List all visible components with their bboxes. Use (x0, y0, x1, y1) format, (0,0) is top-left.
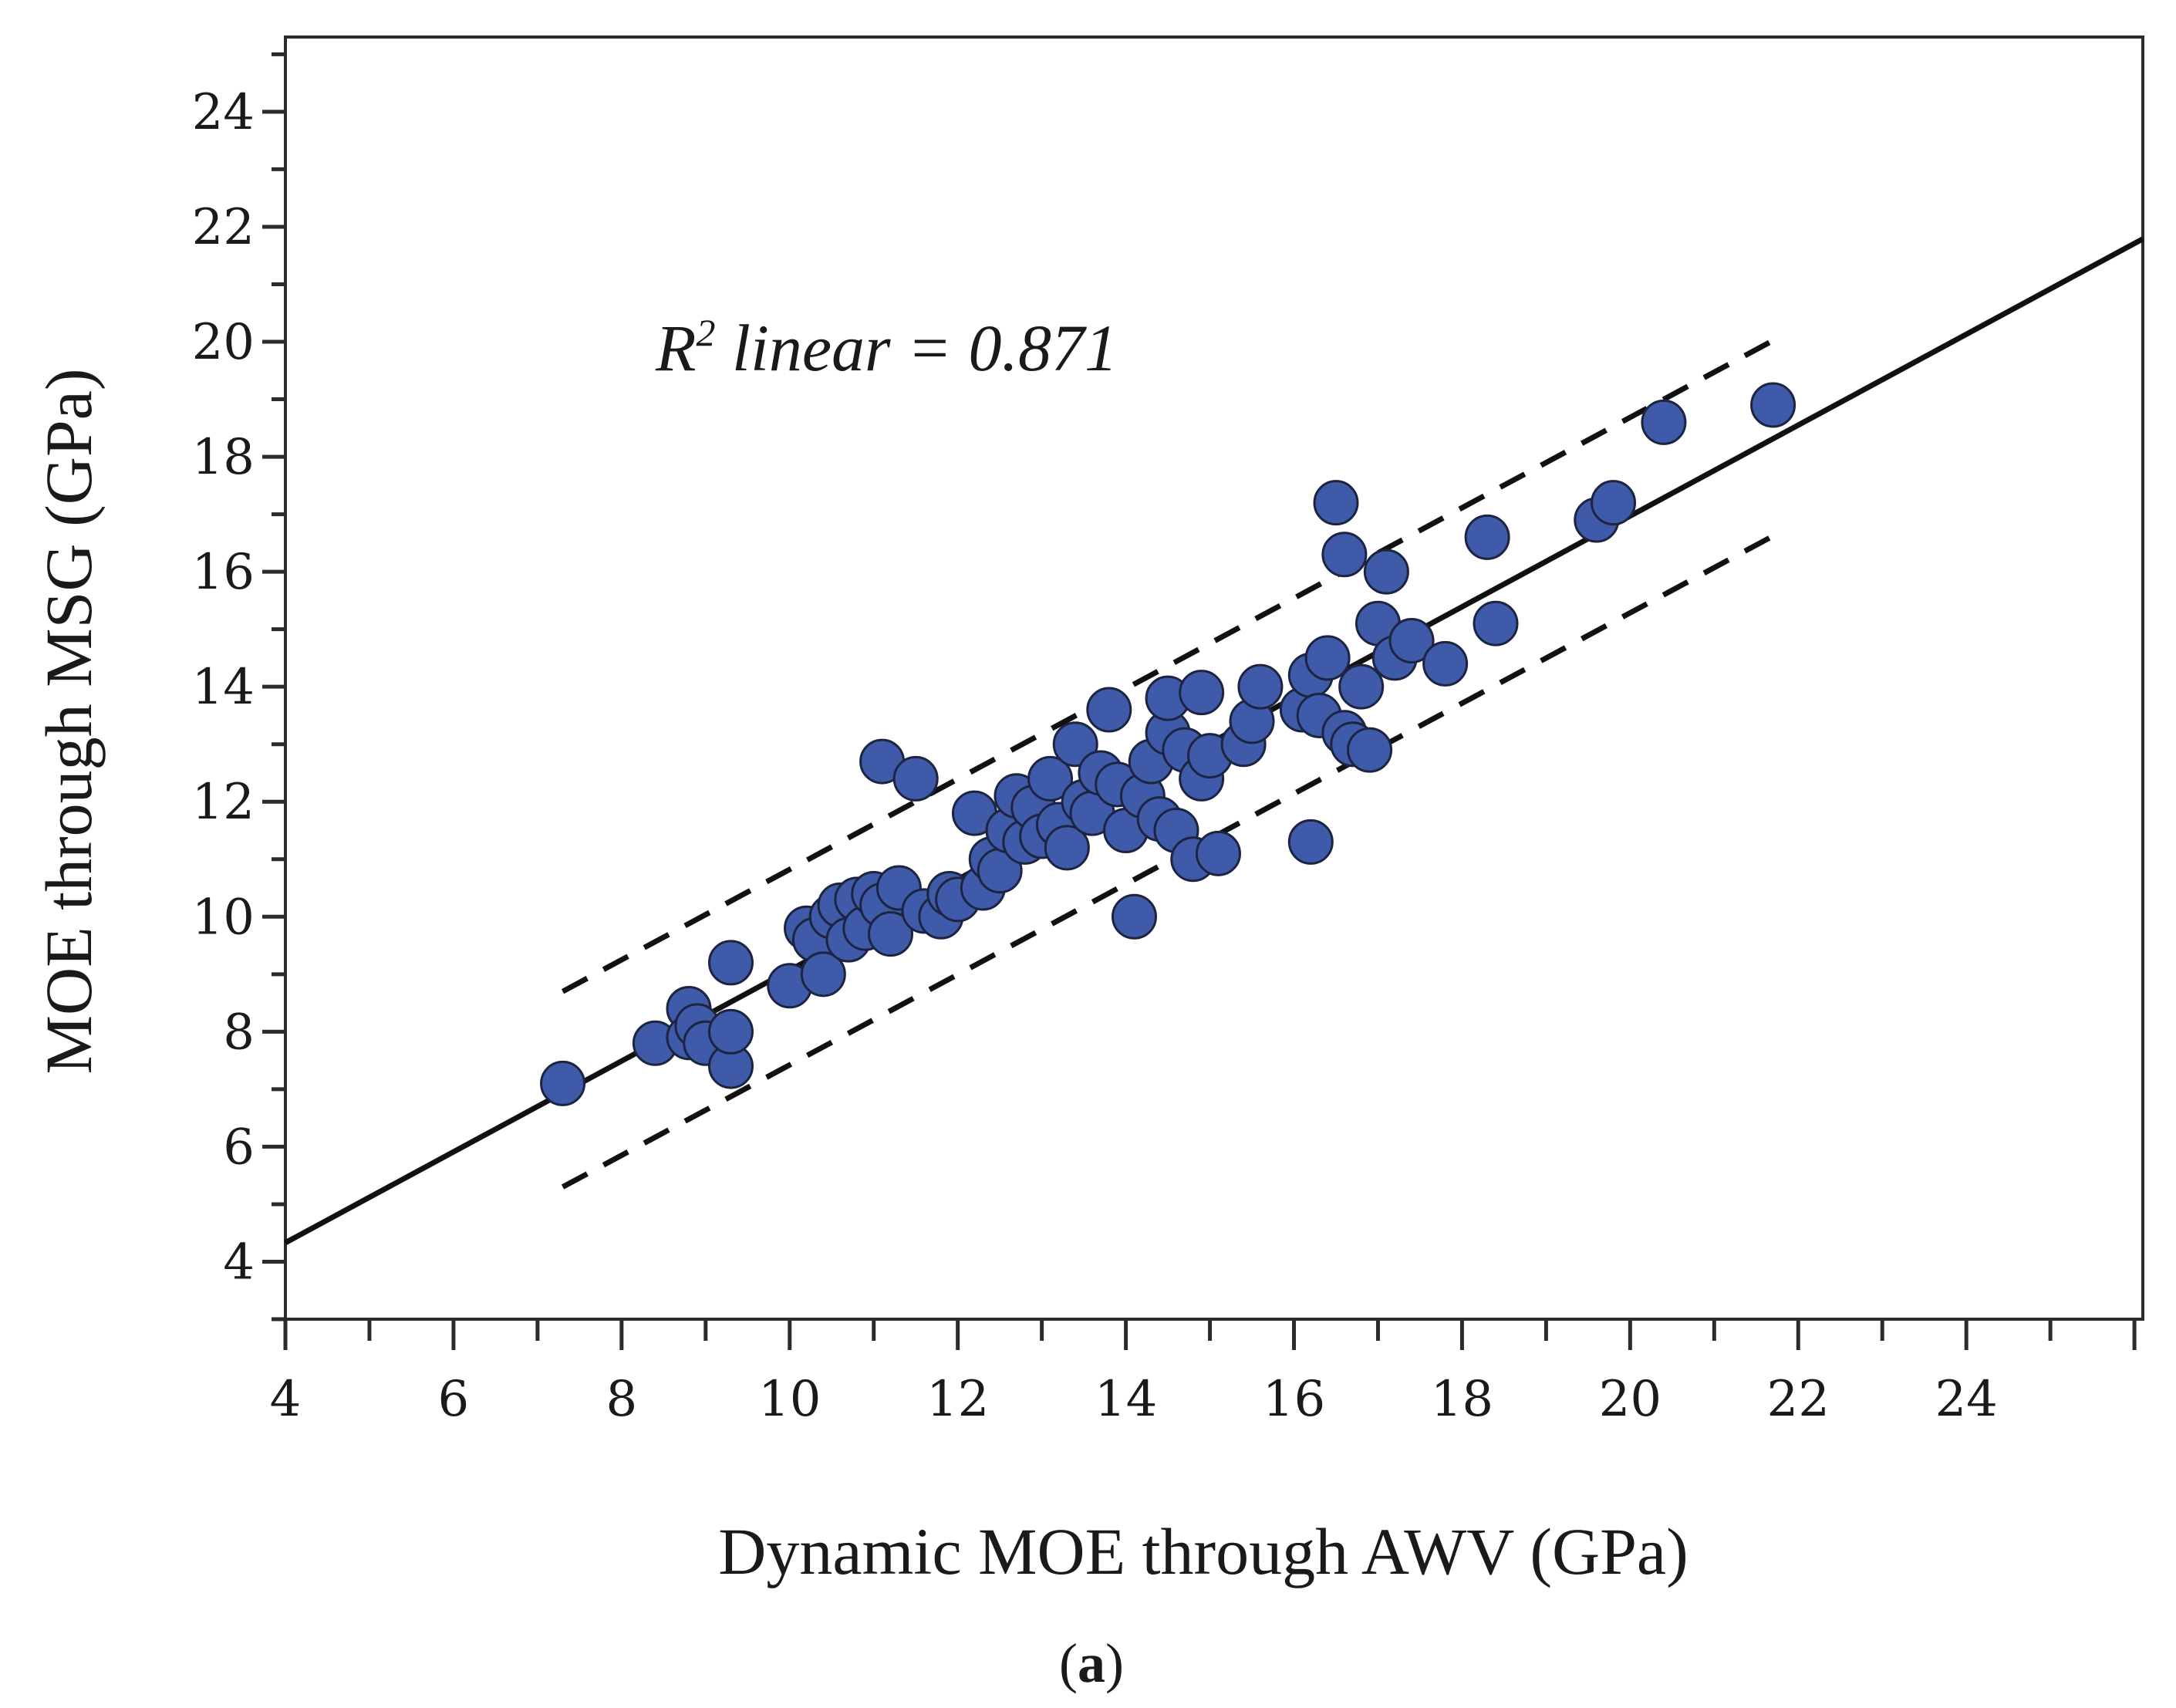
y-tick-label: 8 (223, 1004, 255, 1061)
data-point (800, 951, 846, 997)
y-tick-label: 18 (192, 429, 255, 486)
data-point (1422, 640, 1469, 687)
x-tick-label: 6 (438, 1371, 470, 1428)
data-point (1464, 514, 1510, 560)
confidence-band-upper (561, 333, 1783, 994)
data-point (1750, 382, 1796, 428)
data-points (540, 382, 1796, 1106)
x-tick-label: 8 (606, 1371, 637, 1428)
caption-close-paren: ) (1105, 1632, 1124, 1694)
r-superscript: 2 (697, 311, 716, 354)
y-tick-label: 24 (192, 84, 255, 141)
data-point (540, 1060, 586, 1106)
data-point (1195, 830, 1241, 876)
data-point (1321, 532, 1368, 578)
x-tick-label: 22 (1767, 1371, 1830, 1428)
y-tick-label: 10 (192, 889, 255, 946)
x-tick-label: 12 (926, 1371, 989, 1428)
r-squared-annotation: R2 linear = 0.871 (655, 311, 1118, 385)
data-point (707, 1008, 754, 1055)
y-tick-label: 14 (192, 659, 255, 716)
caption-letter: a (1078, 1632, 1105, 1694)
data-point (1179, 670, 1225, 716)
y-tick-label: 20 (192, 314, 255, 371)
plot-frame (284, 35, 2144, 1321)
y-tick-label: 6 (223, 1119, 255, 1176)
x-tick-label: 24 (1935, 1371, 1997, 1428)
data-point (1052, 721, 1098, 768)
data-point (1313, 480, 1359, 526)
data-point (707, 940, 754, 986)
data-point (1363, 549, 1409, 595)
data-point (868, 911, 914, 957)
x-tick-label: 20 (1599, 1371, 1662, 1428)
data-point (1304, 635, 1351, 681)
caption-open-paren: ( (1059, 1632, 1078, 1694)
r-annotation-text: linear = 0.871 (716, 311, 1118, 385)
data-point (1641, 399, 1687, 445)
y-tick-label: 22 (192, 199, 255, 256)
data-point (1591, 480, 1637, 526)
data-point (1111, 893, 1157, 940)
x-tick-label: 18 (1431, 1371, 1493, 1428)
data-point (892, 755, 939, 802)
data-point (1473, 600, 1519, 646)
data-point (1237, 663, 1284, 710)
x-tick-label: 14 (1095, 1371, 1157, 1428)
x-axis-title: Dynamic MOE through AWV (GPa) (718, 1514, 1688, 1588)
y-tick-label: 16 (192, 544, 255, 601)
x-tick-label: 16 (1263, 1371, 1325, 1428)
axes: 4 6 8 10 12 14 16 18 20 22 24 4 6 8 10 12 14 16 18 20 22 24 (192, 52, 2137, 1428)
data-point (1338, 663, 1385, 710)
data-point (1027, 755, 1074, 802)
x-tick-label: 4 (270, 1371, 302, 1428)
data-point (1287, 819, 1334, 865)
y-tick-label: 4 (223, 1234, 255, 1291)
r-symbol: R (655, 311, 697, 385)
figure-caption: (a) (1059, 1632, 1124, 1694)
x-tick-label: 10 (758, 1371, 821, 1428)
data-point (1388, 618, 1435, 664)
y-tick-label: 12 (192, 774, 255, 831)
data-point (1347, 727, 1393, 773)
data-point (1044, 825, 1090, 871)
data-point (1086, 687, 1132, 733)
y-axis-title: MOE through MSG (GPa) (32, 369, 106, 1075)
